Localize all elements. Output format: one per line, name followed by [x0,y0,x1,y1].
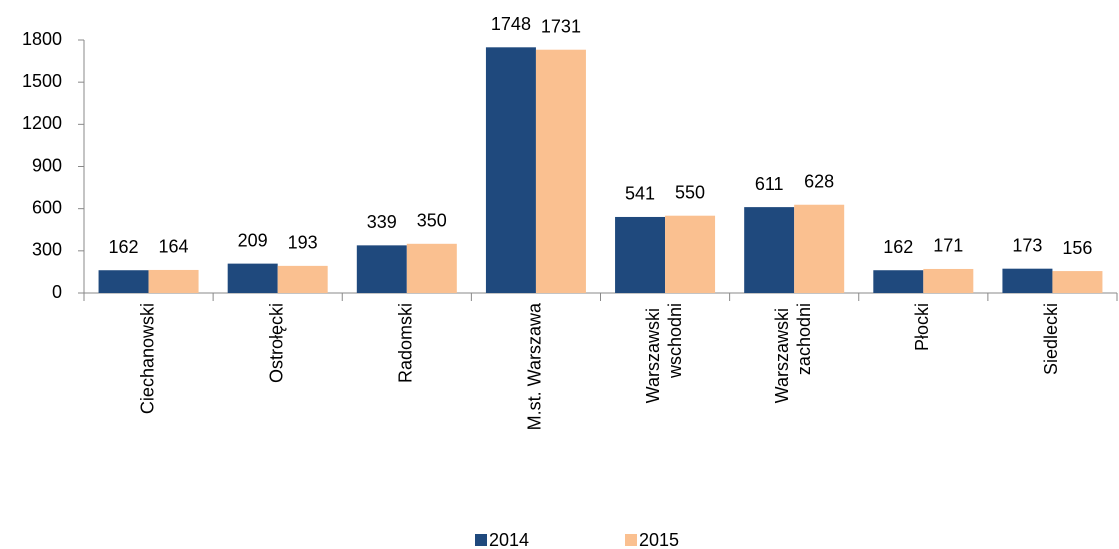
legend-swatch [625,534,637,546]
bar [744,207,795,293]
x-tick-label: Płocki [912,303,932,351]
y-tick-label: 1800 [22,29,62,49]
x-tick-label: Ciechanowski [137,303,157,414]
legend-label: 2014 [489,530,529,549]
data-label: 193 [288,233,318,253]
bar [277,265,328,293]
data-label: 209 [238,230,268,250]
bar [794,204,845,293]
bar [98,270,149,293]
y-tick-label: 900 [32,155,62,175]
y-tick-label: 1500 [22,71,62,91]
x-tick-label: Ostrołęcki [266,303,286,383]
data-label: 611 [755,174,784,194]
bar [923,268,974,293]
data-label: 164 [159,237,189,257]
x-tick-label: M.st. Warszawa [525,302,545,430]
x-tick-label: Radomski [396,303,416,383]
bar [227,263,278,293]
data-label: 1731 [541,16,581,36]
bar [406,243,457,293]
data-label: 173 [1012,235,1042,255]
bar [615,216,666,293]
x-tick-label: Warszawski zachodni [772,303,814,403]
data-label: 171 [933,236,963,256]
data-label: 339 [367,212,397,232]
bar [1052,271,1103,293]
x-tick-label: Warszawski wschodni [643,303,685,403]
x-tick-label: Siedlecki [1041,303,1061,375]
y-tick-label: 600 [32,197,62,217]
y-tick-label: 1200 [22,113,62,133]
legend-label: 2015 [639,530,679,549]
y-tick-label: 300 [32,240,62,260]
data-label: 350 [417,211,447,231]
bar [356,245,407,293]
bar [485,47,536,294]
y-tick-label: 0 [52,282,62,302]
data-label: 1748 [491,14,531,34]
bar [535,49,586,293]
data-label: 550 [675,182,705,202]
legend-swatch [475,534,487,546]
bar [148,269,199,293]
data-label: 628 [804,171,834,191]
data-label: 162 [883,237,913,257]
bar [1002,268,1053,293]
bar [665,215,716,293]
data-label: 162 [109,237,139,257]
data-label: 541 [625,184,655,204]
data-label: 156 [1062,238,1092,258]
bar [873,270,924,293]
